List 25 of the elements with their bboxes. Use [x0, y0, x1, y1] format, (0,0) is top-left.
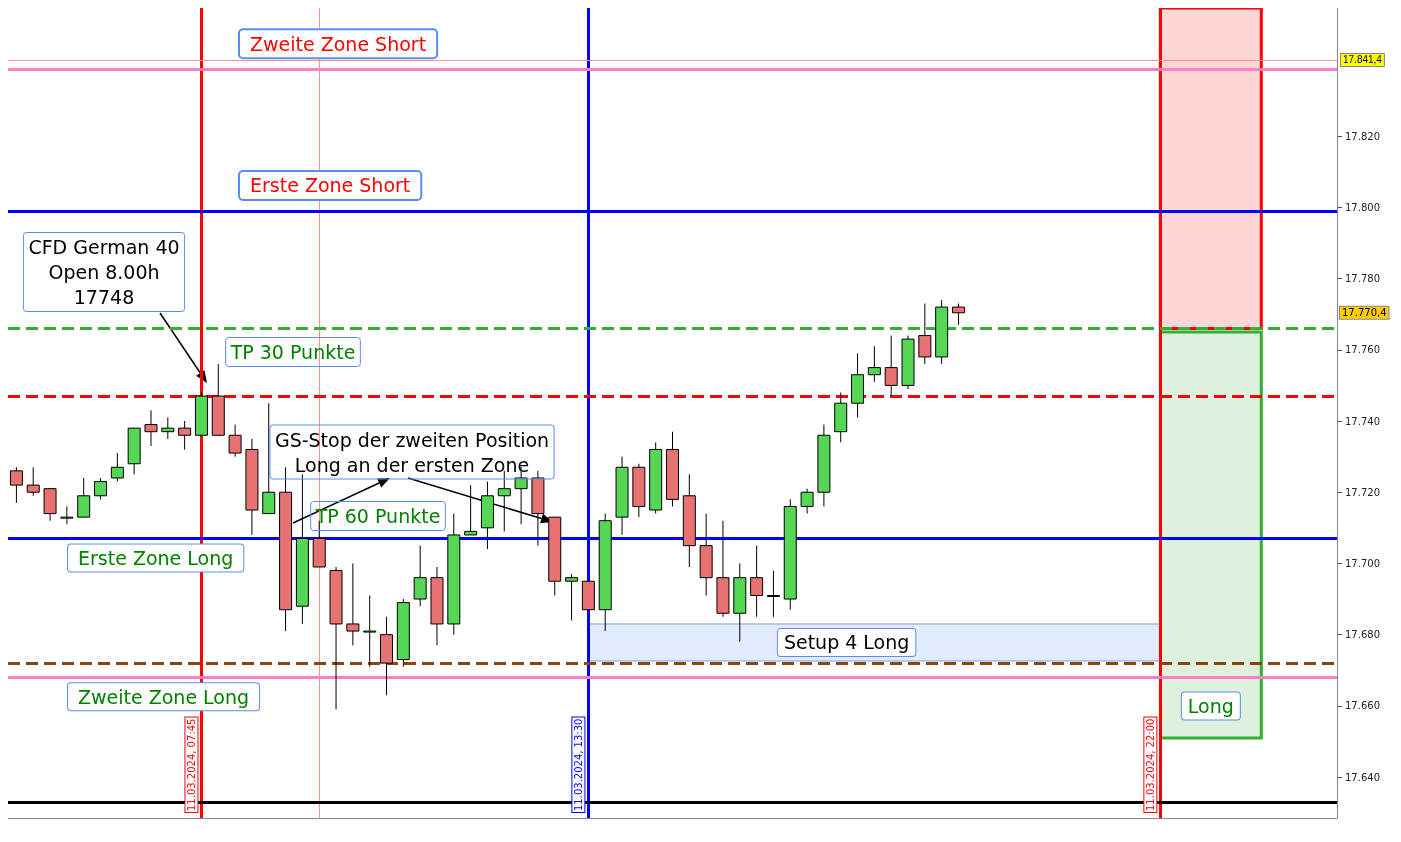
annotation: GS-Stop der zweiten Position Long an der ersten Zone — [274, 428, 550, 476]
y-tick-label: 17.700 — [1345, 557, 1380, 569]
y-tick-label: 17.640 — [1345, 771, 1380, 783]
y-tick-label: 17.820 — [1345, 130, 1380, 142]
annotation: 11.03.2024, 13:30 — [572, 718, 584, 811]
y-tick-label: 17.680 — [1345, 629, 1380, 641]
ref-line-label: Erste Zone Long — [78, 547, 234, 570]
band-label: Long — [1187, 694, 1234, 717]
text: 17.770,4 — [1342, 307, 1387, 319]
y-tick-label: 17.660 — [1345, 700, 1380, 712]
y-tick-label: 17.800 — [1345, 201, 1380, 213]
y-tick-label: 17.780 — [1345, 273, 1380, 285]
ref-line-label: Zweite Zone Short — [250, 32, 427, 55]
y-tick-label: 17.720 — [1345, 486, 1380, 498]
annotation: 11.03.2024, 07:45 — [185, 718, 197, 811]
y-tick-label: 17.760 — [1345, 344, 1380, 356]
ref-line-label: 17.841,4 — [1343, 54, 1383, 66]
annotation: CFD German 40 Open 8.00h 17748 — [28, 236, 180, 308]
band-label: Setup 4 Long — [783, 631, 910, 654]
annotation: TP 60 Punkte — [314, 505, 441, 527]
ref-line-label: Erste Zone Short — [250, 174, 411, 197]
ref-line-label: Zweite Zone Long — [78, 685, 250, 708]
annotation: 11.03.2024, 22:00 — [1144, 718, 1156, 811]
y-tick-label: 17.740 — [1345, 415, 1380, 427]
annotation: TP 30 Punkte — [229, 341, 356, 363]
